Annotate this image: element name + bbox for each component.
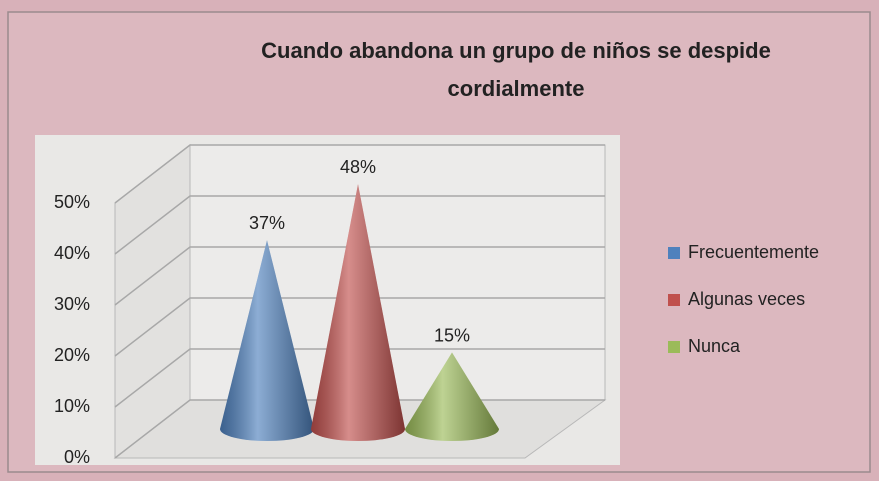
legend-swatch [668,294,680,306]
y-tick-label: 50% [54,192,90,212]
y-tick-label: 30% [54,294,90,314]
y-tick-label: 0% [64,447,90,467]
grid-line [114,144,605,204]
grid-line [114,297,605,357]
chart-title: Cuando abandona un grupo de niños se des… [261,38,771,101]
cone-shade [220,240,314,441]
y-tick-label: 10% [54,396,90,416]
legend-swatch [668,341,680,353]
y-tick-label: 20% [54,345,90,365]
grid-line [114,246,605,306]
data-label: 48% [340,157,376,177]
grid-line [114,195,605,255]
cone-shade [405,352,499,441]
legend-label: Nunca [688,336,741,356]
data-label: 15% [434,325,470,345]
legend-swatch [668,247,680,259]
data-label: 37% [249,213,285,233]
cone-shade [311,184,405,441]
legend-label: Frecuentemente [688,242,819,262]
y-tick-label: 40% [54,243,90,263]
grid-line [114,348,605,408]
legend-label: Algunas veces [688,289,805,309]
